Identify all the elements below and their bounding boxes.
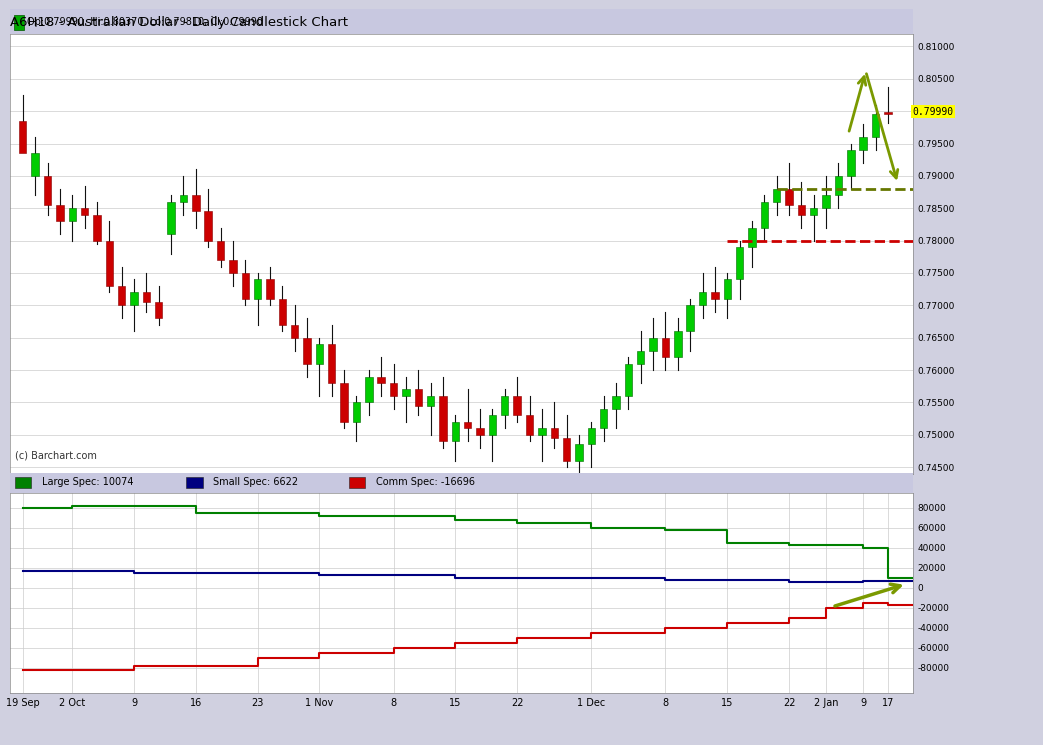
Bar: [348, 478, 365, 489]
Text: Comm Spec: -16696: Comm Spec: -16696: [375, 478, 475, 487]
Bar: [810, 209, 818, 215]
Bar: [44, 176, 51, 205]
Bar: [785, 188, 793, 205]
Bar: [538, 428, 545, 435]
Bar: [266, 279, 273, 299]
Bar: [291, 325, 298, 337]
Bar: [414, 390, 422, 406]
Bar: [81, 209, 89, 215]
Text: (c) Barchart.com: (c) Barchart.com: [15, 451, 97, 460]
Bar: [427, 396, 434, 406]
Bar: [576, 445, 583, 460]
Bar: [130, 292, 138, 305]
Bar: [93, 215, 100, 241]
Bar: [600, 409, 607, 428]
Bar: [378, 376, 385, 383]
Bar: [19, 121, 26, 153]
Bar: [217, 241, 224, 260]
Bar: [686, 305, 694, 332]
Bar: [587, 428, 595, 445]
Bar: [10, 10, 913, 34]
Bar: [625, 364, 632, 396]
Bar: [14, 15, 24, 30]
Text: Op:0.79990, Hi:0.80370, Lo:0.79810, Cl:0.79990: Op:0.79990, Hi:0.80370, Lo:0.79810, Cl:0…: [27, 16, 263, 27]
Bar: [612, 396, 620, 409]
Bar: [390, 383, 397, 396]
Bar: [192, 195, 199, 212]
Bar: [661, 337, 670, 357]
Bar: [699, 292, 706, 305]
Bar: [118, 286, 125, 305]
Bar: [105, 241, 113, 286]
Bar: [229, 260, 237, 273]
Bar: [748, 228, 756, 247]
Bar: [884, 112, 892, 115]
Bar: [513, 396, 520, 416]
Bar: [798, 205, 805, 215]
Text: 0.79990: 0.79990: [913, 107, 953, 117]
Bar: [711, 292, 719, 299]
Bar: [403, 390, 410, 396]
Bar: [563, 438, 571, 460]
Bar: [69, 209, 76, 221]
Bar: [304, 337, 311, 364]
Bar: [650, 337, 657, 351]
Bar: [464, 422, 471, 428]
Bar: [501, 396, 509, 416]
Bar: [724, 279, 731, 299]
Bar: [187, 478, 202, 489]
Bar: [773, 188, 780, 202]
Bar: [242, 273, 249, 299]
Bar: [340, 383, 347, 422]
Bar: [736, 247, 744, 279]
Bar: [760, 202, 768, 228]
Bar: [204, 212, 212, 241]
Text: Large Spec: 10074: Large Spec: 10074: [42, 478, 134, 487]
Bar: [10, 473, 913, 492]
Bar: [31, 153, 39, 176]
Bar: [872, 115, 879, 137]
Bar: [365, 376, 372, 402]
Bar: [847, 150, 854, 176]
Text: Small Spec: 6622: Small Spec: 6622: [214, 478, 298, 487]
Bar: [834, 176, 842, 195]
Bar: [316, 344, 323, 364]
Bar: [526, 416, 533, 435]
Bar: [452, 422, 459, 441]
Bar: [439, 396, 446, 441]
Bar: [353, 402, 360, 422]
Bar: [329, 344, 336, 383]
Text: A6H18 - Australian Dollar - Daily Candlestick Chart: A6H18 - Australian Dollar - Daily Candle…: [10, 16, 348, 29]
Bar: [859, 137, 867, 150]
Bar: [674, 332, 681, 357]
Bar: [15, 478, 31, 489]
Bar: [489, 416, 496, 435]
Bar: [477, 428, 484, 435]
Bar: [253, 279, 262, 299]
Bar: [278, 299, 286, 325]
Bar: [822, 195, 830, 209]
Bar: [637, 351, 645, 364]
Bar: [56, 205, 64, 221]
Bar: [155, 302, 163, 318]
Bar: [179, 195, 187, 202]
Bar: [143, 292, 150, 302]
Bar: [551, 428, 558, 438]
Bar: [167, 202, 175, 234]
